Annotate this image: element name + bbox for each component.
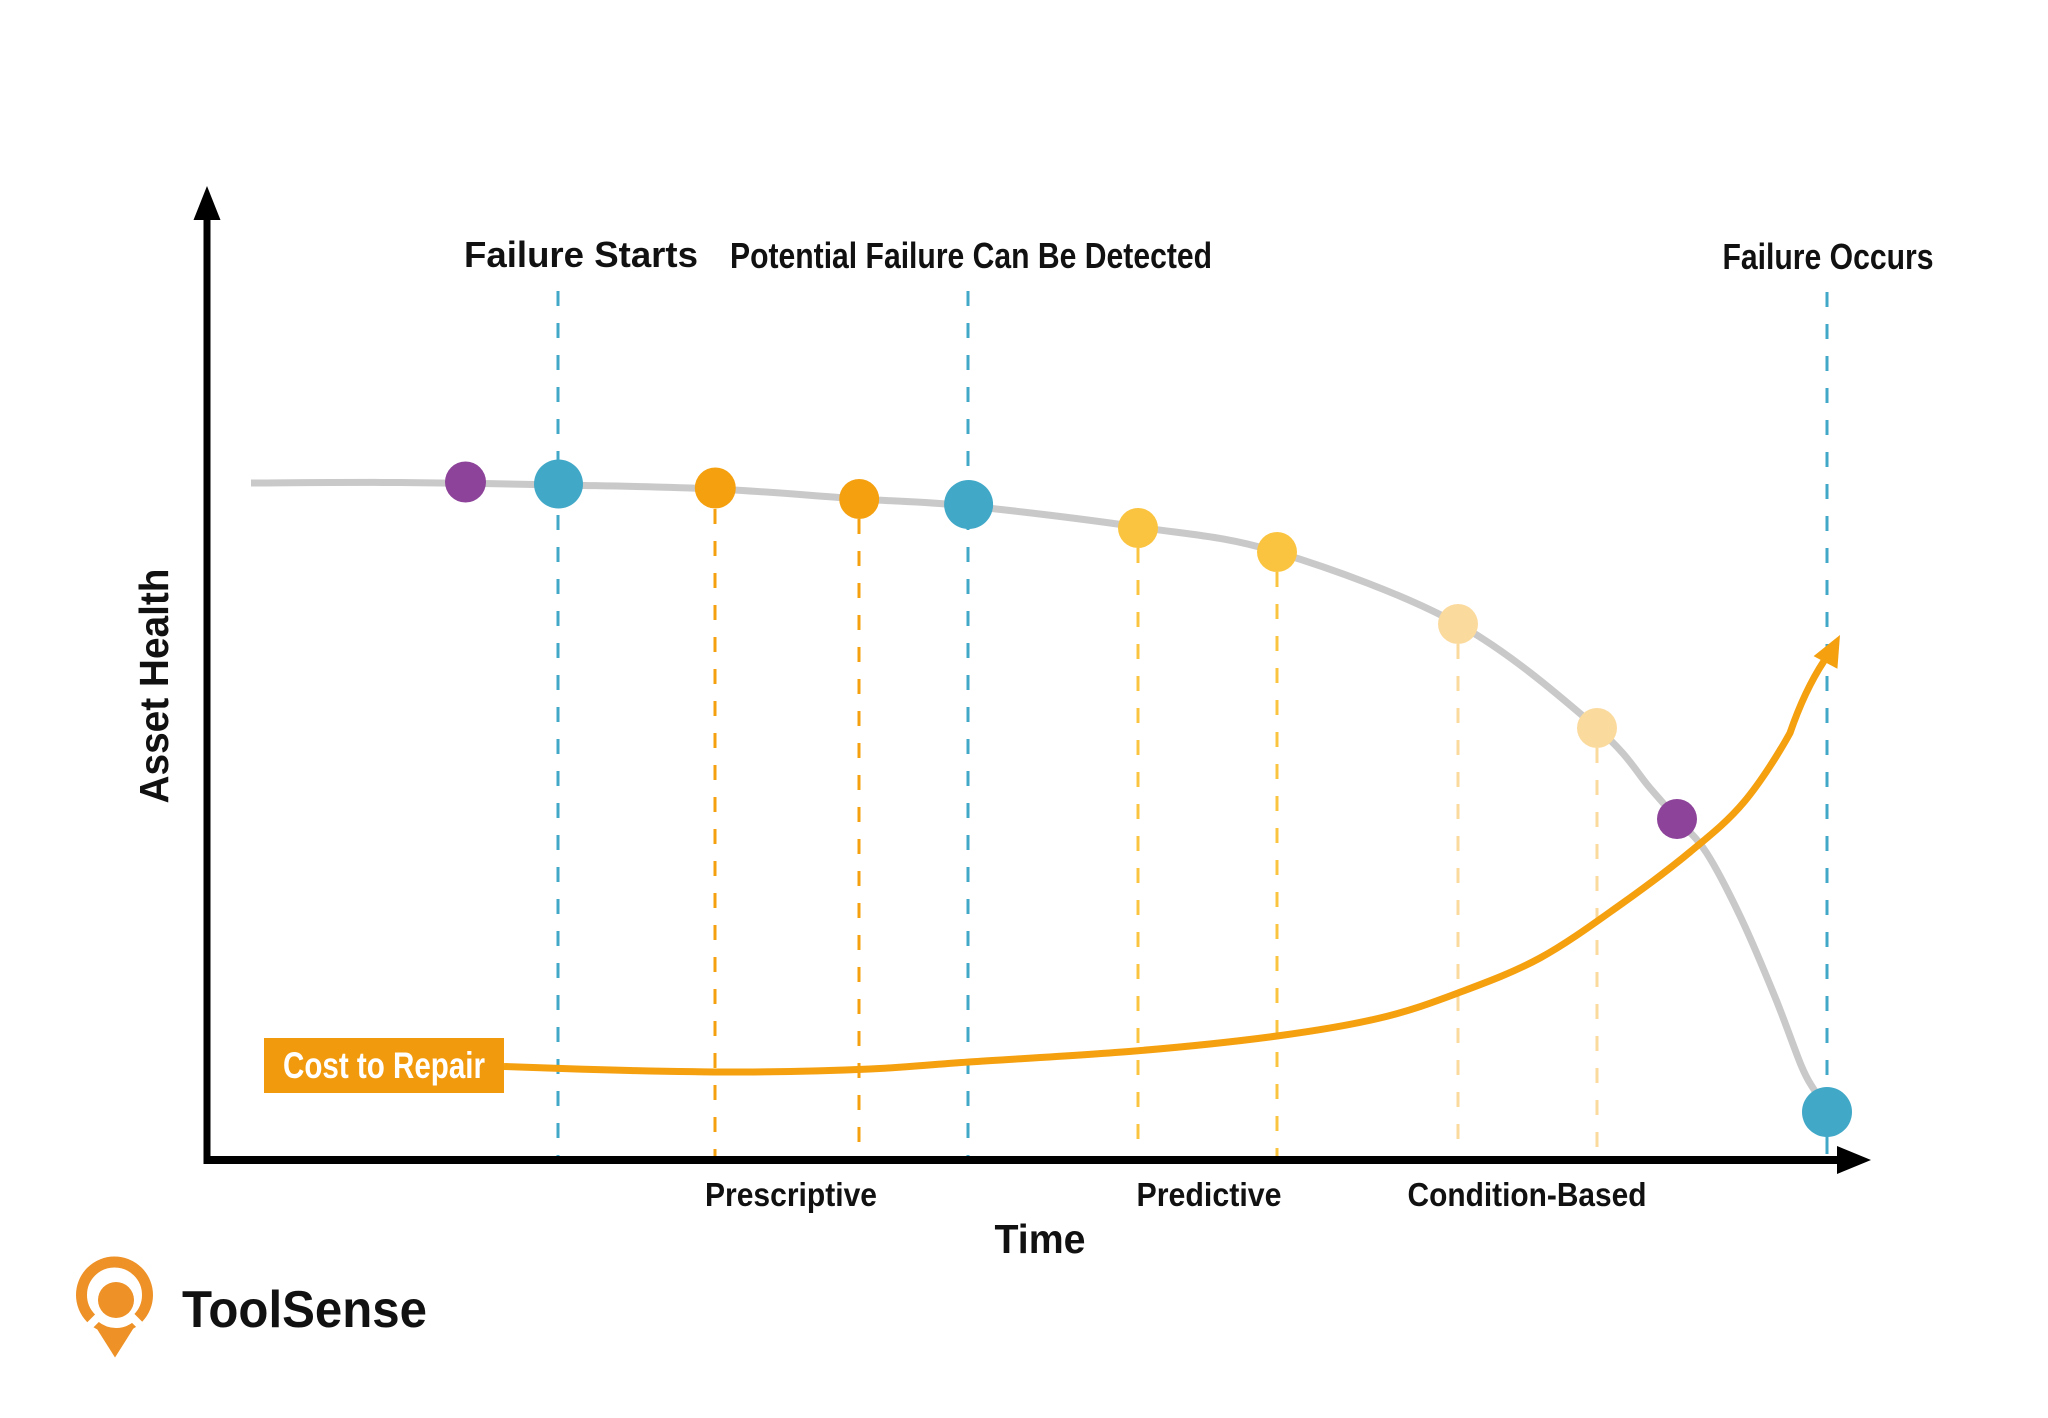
svg-text:Condition-Based: Condition-Based xyxy=(1408,1176,1647,1213)
svg-text:Time: Time xyxy=(995,1216,1086,1262)
svg-text:Cost to Repair: Cost to Repair xyxy=(283,1045,485,1086)
svg-text:Failure Starts: Failure Starts xyxy=(464,234,698,275)
svg-text:Potential Failure Can Be Detec: Potential Failure Can Be Detected xyxy=(730,235,1212,276)
svg-text:Predictive: Predictive xyxy=(1137,1176,1282,1213)
svg-text:Asset Health: Asset Health xyxy=(131,569,177,804)
svg-text:ToolSense: ToolSense xyxy=(182,1281,427,1339)
svg-text:Failure Occurs: Failure Occurs xyxy=(1723,236,1934,277)
svg-text:Prescriptive: Prescriptive xyxy=(705,1176,877,1213)
